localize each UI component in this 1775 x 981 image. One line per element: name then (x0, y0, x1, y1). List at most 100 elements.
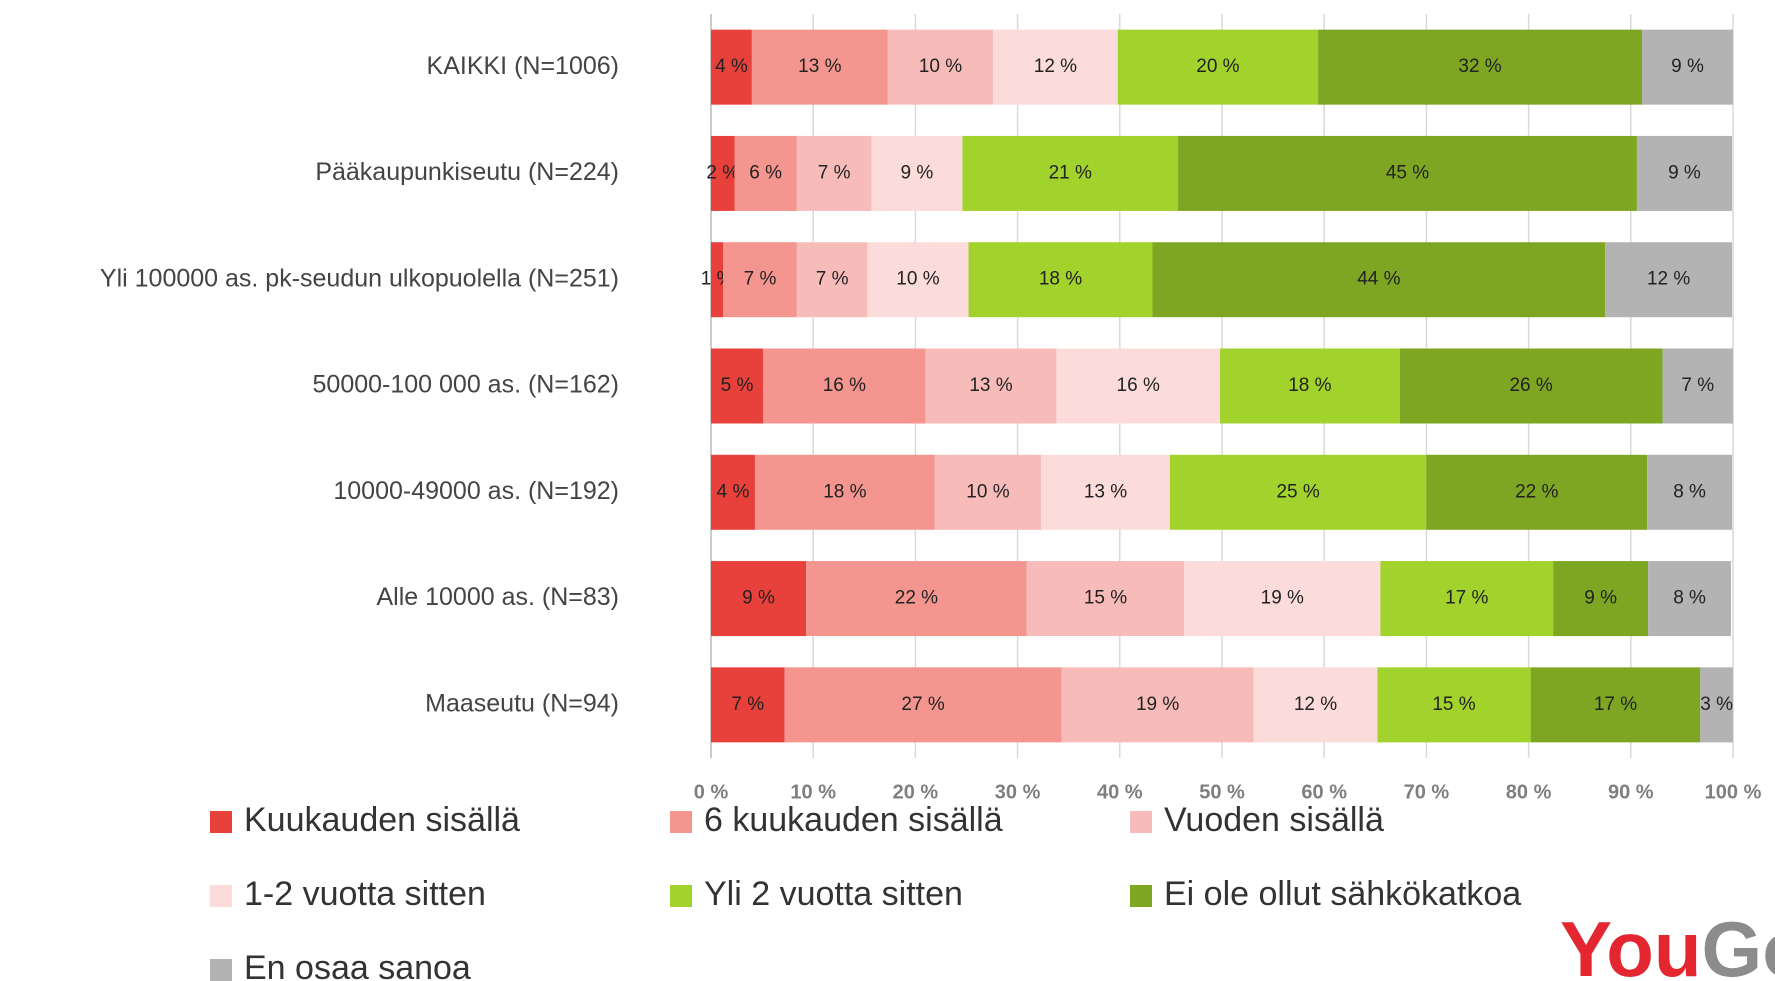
logo: YouGov (1560, 905, 1775, 981)
bar-segment (1253, 667, 1378, 743)
bar-segment (711, 561, 807, 637)
data-label: 25 % (1276, 481, 1319, 502)
legend-swatch (1130, 811, 1152, 833)
bar-segment (1169, 454, 1427, 530)
data-label: 3 % (1700, 694, 1733, 715)
bar-segment (1178, 135, 1637, 211)
bar-segment (1380, 561, 1554, 637)
bar-segment (1399, 348, 1663, 424)
bar-segment (796, 242, 868, 318)
bar-segment (871, 135, 963, 211)
data-label: 9 % (1671, 56, 1704, 77)
data-label: 21 % (1049, 162, 1092, 183)
bar-segment (887, 29, 994, 105)
bar-segment (796, 135, 872, 211)
y-tick-label: 50000-100 000 as. (N=162) (313, 371, 619, 399)
bar-segment (711, 667, 785, 743)
data-label: 18 % (1039, 269, 1082, 290)
data-label: 26 % (1509, 375, 1552, 396)
bar-segment (1530, 667, 1701, 743)
plot: 0 % 10 % 20 % 30 % 40 % 50 % 60 % 70 % 80 % 90 % 1… (100, 14, 1762, 981)
data-label: 18 % (823, 481, 866, 502)
data-label: 9 % (901, 162, 934, 183)
data-label: 12 % (1294, 694, 1337, 715)
bar-segment (1041, 454, 1170, 530)
data-label: 13 % (969, 375, 1012, 396)
x-tick-label: 20 % (893, 781, 939, 803)
legend-label: Yli 2 vuotta sitten (704, 875, 963, 913)
bar-segment (711, 454, 755, 530)
data-label: 13 % (798, 56, 841, 77)
data-label: 16 % (1117, 375, 1160, 396)
data-label: 10 % (896, 269, 939, 290)
bar-segment (1377, 667, 1531, 743)
x-tick-label: 90 % (1608, 781, 1654, 803)
data-label: 7 % (731, 694, 764, 715)
bar-segment (711, 242, 724, 318)
data-label: 18 % (1288, 375, 1331, 396)
data-label: 19 % (1136, 694, 1179, 715)
x-tick-label: 10 % (790, 781, 836, 803)
bar-segment (1318, 29, 1643, 105)
x-tick-label: 50 % (1199, 781, 1245, 803)
legend-label: 6 kuukauden sisällä (704, 801, 1003, 839)
bar-segment (763, 348, 926, 424)
legend-label: Kuukauden sisällä (244, 801, 520, 839)
bar-segment (867, 242, 969, 318)
bar-segment (925, 348, 1057, 424)
bar-segment (734, 135, 797, 211)
legend-label: Vuoden sisällä (1164, 801, 1384, 839)
data-label: 4 % (715, 56, 748, 77)
bar-segment (711, 135, 735, 211)
bar-segment (806, 561, 1027, 637)
bar-segment (711, 29, 752, 105)
bar-segment (1026, 561, 1185, 637)
bar-segment (754, 454, 935, 530)
bar-segment (1426, 454, 1648, 530)
data-label: 4 % (717, 481, 750, 502)
legend-swatch (210, 811, 232, 833)
data-label: 22 % (895, 588, 938, 609)
x-tick-label: 40 % (1097, 781, 1143, 803)
bar-segment (1662, 348, 1733, 424)
data-label: 16 % (823, 375, 866, 396)
bar-segment (1648, 561, 1731, 637)
data-label: 10 % (966, 481, 1009, 502)
data-label: 44 % (1357, 269, 1400, 290)
bar-segment (993, 29, 1118, 105)
data-label: 22 % (1515, 481, 1558, 502)
data-label: 12 % (1647, 269, 1690, 290)
data-label: 13 % (1084, 481, 1127, 502)
legend-label: 1-2 vuotta sitten (244, 875, 486, 913)
data-label: 17 % (1445, 588, 1488, 609)
bar-segment (1219, 348, 1400, 424)
bar-segment (784, 667, 1062, 743)
bar-segment (711, 348, 764, 424)
data-label: 19 % (1261, 588, 1304, 609)
x-tick-label: 60 % (1301, 781, 1347, 803)
bar-segment (751, 29, 888, 105)
y-tick-label: Yli 100000 as. pk-seudun ulkopuolella (N… (100, 264, 619, 292)
logo-gov: Gov (1702, 905, 1775, 981)
data-label: 7 % (744, 269, 777, 290)
bar-segment (968, 242, 1153, 318)
y-tick-label: Maaseutu (N=94) (425, 689, 619, 717)
legend-swatch (670, 811, 692, 833)
data-label: 9 % (1668, 162, 1701, 183)
data-label: 15 % (1084, 588, 1127, 609)
data-label: 7 % (1681, 375, 1714, 396)
legend-swatch (210, 959, 232, 981)
data-label: 15 % (1432, 694, 1475, 715)
bar-segment (934, 454, 1042, 530)
data-label: 17 % (1594, 694, 1637, 715)
bar-segment (1642, 29, 1733, 105)
bar-segment (1152, 242, 1606, 318)
data-label: 6 % (749, 162, 782, 183)
x-tick-label: 30 % (995, 781, 1041, 803)
data-label: 5 % (721, 375, 754, 396)
bar-segment (962, 135, 1179, 211)
legend-label: En osaa sanoa (244, 949, 471, 981)
data-label: 7 % (818, 162, 851, 183)
data-label: 9 % (1584, 588, 1617, 609)
